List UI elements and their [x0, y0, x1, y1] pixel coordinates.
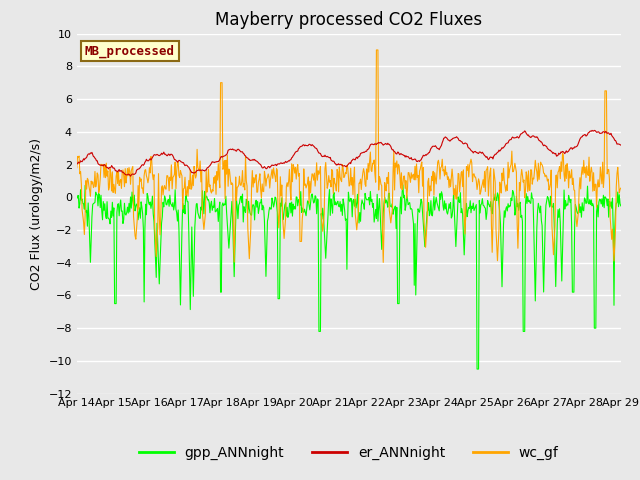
Y-axis label: CO2 Flux (urology/m2/s): CO2 Flux (urology/m2/s): [30, 138, 43, 289]
wc_gf: [617, 185, 625, 191]
er_ANNnight: [431, 143, 439, 149]
Text: MB_processed: MB_processed: [85, 44, 175, 58]
wc_gf: [223, 171, 230, 177]
gpp_ANNnight: [617, 203, 625, 209]
Title: Mayberry processed CO2 Fluxes: Mayberry processed CO2 Fluxes: [215, 11, 483, 29]
gpp_ANNnight: [431, 199, 439, 205]
wc_gf: [194, 165, 202, 170]
gpp_ANNnight: [473, 366, 481, 372]
wc_gf: [417, 166, 424, 172]
wc_gf: [139, 185, 147, 191]
Line: wc_gf: wc_gf: [77, 50, 621, 263]
Line: er_ANNnight: er_ANNnight: [77, 131, 621, 176]
wc_gf: [433, 181, 440, 187]
gpp_ANNnight: [139, 211, 147, 216]
er_ANNnight: [195, 167, 202, 173]
gpp_ANNnight: [73, 192, 81, 198]
wc_gf: [83, 186, 90, 192]
er_ANNnight: [73, 161, 81, 167]
er_ANNnight: [140, 162, 147, 168]
Line: gpp_ANNnight: gpp_ANNnight: [77, 185, 621, 369]
gpp_ANNnight: [416, 209, 424, 215]
wc_gf: [73, 165, 81, 170]
gpp_ANNnight: [223, 210, 230, 216]
gpp_ANNnight: [194, 210, 202, 216]
er_ANNnight: [591, 128, 598, 133]
er_ANNnight: [127, 173, 134, 179]
wc_gf: [372, 47, 380, 53]
Legend: gpp_ANNnight, er_ANNnight, wc_gf: gpp_ANNnight, er_ANNnight, wc_gf: [133, 441, 564, 466]
er_ANNnight: [223, 150, 231, 156]
wc_gf: [380, 260, 387, 265]
er_ANNnight: [83, 155, 90, 160]
er_ANNnight: [416, 158, 424, 164]
er_ANNnight: [617, 142, 625, 148]
gpp_ANNnight: [399, 182, 407, 188]
gpp_ANNnight: [83, 207, 90, 213]
